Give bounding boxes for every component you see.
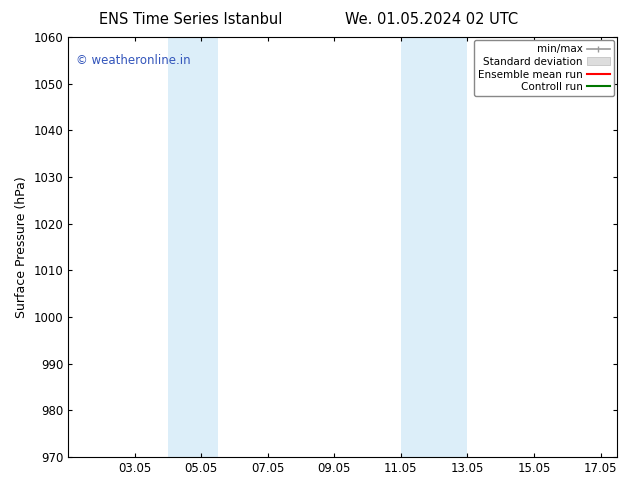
Bar bbox=[401, 37, 467, 457]
Text: ENS Time Series Istanbul: ENS Time Series Istanbul bbox=[98, 12, 282, 27]
Text: We. 01.05.2024 02 UTC: We. 01.05.2024 02 UTC bbox=[344, 12, 518, 27]
Bar bbox=[168, 37, 218, 457]
Y-axis label: Surface Pressure (hPa): Surface Pressure (hPa) bbox=[15, 176, 28, 318]
Text: © weatheronline.in: © weatheronline.in bbox=[77, 54, 191, 67]
Legend: min/max, Standard deviation, Ensemble mean run, Controll run: min/max, Standard deviation, Ensemble me… bbox=[474, 40, 614, 97]
